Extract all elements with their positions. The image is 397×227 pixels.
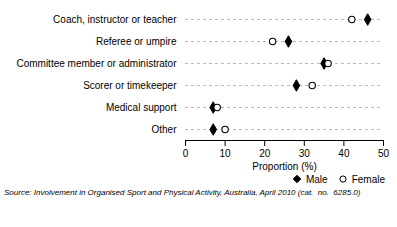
svg-text:Referee or umpire: Referee or umpire <box>96 36 177 47</box>
svg-text:Coach, instructor or teacher: Coach, instructor or teacher <box>53 14 177 25</box>
svg-text:0: 0 <box>183 148 189 159</box>
svg-text:Proportion (%): Proportion (%) <box>252 161 316 172</box>
svg-text:50: 50 <box>378 148 390 159</box>
svg-text:Committee member or administra: Committee member or administrator <box>16 58 177 69</box>
svg-text:Scorer or timekeeper: Scorer or timekeeper <box>83 80 177 91</box>
svg-text:40: 40 <box>338 148 350 159</box>
svg-text:10: 10 <box>220 148 232 159</box>
svg-text:Medical support: Medical support <box>106 102 177 113</box>
html-text:Source: Involvement in Organis: Source: Involvement in Organised Sport a… <box>4 188 361 197</box>
html-text:Male: Male <box>306 173 328 185</box>
html-text:Female: Female <box>351 173 385 185</box>
svg-text:30: 30 <box>299 148 311 159</box>
svg-text:20: 20 <box>259 148 271 159</box>
svg-text:Other: Other <box>151 124 177 135</box>
